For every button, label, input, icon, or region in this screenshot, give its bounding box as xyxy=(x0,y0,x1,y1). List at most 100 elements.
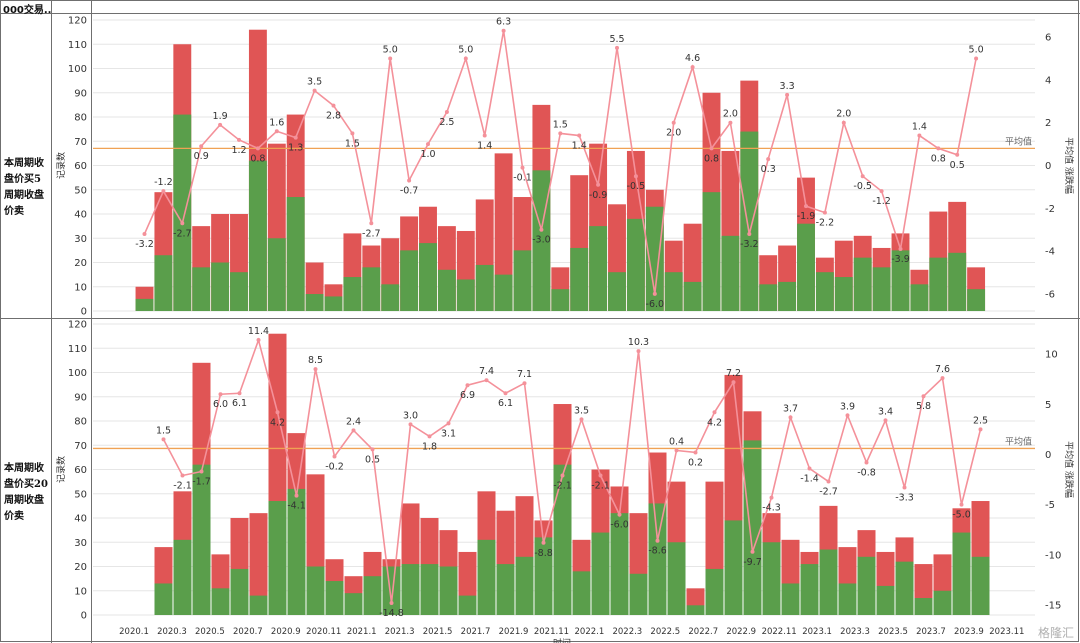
chart2-bar-green xyxy=(819,549,838,615)
header-divider xyxy=(0,13,1080,14)
x-tick-label: 2021.3 xyxy=(385,627,415,637)
chart2-change-data-label: 8.5 xyxy=(308,355,323,366)
chart1-change-data-label: 0.3 xyxy=(761,164,776,175)
chart2-change-data-label: -6.0 xyxy=(610,520,629,531)
chart1-change-point xyxy=(501,28,506,33)
row-label-2: 本周期收盘价买20周期收盘价卖 xyxy=(4,463,48,522)
x-tick-label: 2023.1 xyxy=(802,627,832,637)
chart2-bar-green xyxy=(325,581,344,615)
chart2-y-axis-title: 记录数 xyxy=(55,456,67,483)
chart2-bar-green xyxy=(914,598,933,615)
chart1-y-tick-label: 70 xyxy=(74,137,87,148)
chart2-change-data-label: 1.5 xyxy=(156,425,171,436)
chart2-change-data-label: -14.8 xyxy=(379,608,404,619)
chart1-change-data-label: 3.3 xyxy=(780,81,795,92)
x-tick-label: 2022.9 xyxy=(726,627,756,637)
chart2-change-data-label: 0.2 xyxy=(688,457,703,468)
x-tick-label: 2022.3 xyxy=(612,627,642,637)
x-tick-label: 2020.1 xyxy=(119,627,149,637)
chart1-change-point xyxy=(388,56,393,61)
chart1-change-data-label: -0.5 xyxy=(627,181,646,192)
x-tick-label: 2023.9 xyxy=(954,627,984,637)
chart1-bar-red xyxy=(494,153,513,311)
chart1-bar-green xyxy=(589,226,608,311)
chart2-change-point xyxy=(541,540,546,545)
chart1-change-point xyxy=(633,174,638,179)
chart2-bar-green xyxy=(249,595,268,615)
chart2-change-point xyxy=(750,549,755,554)
chart1-change-point xyxy=(482,133,487,138)
chart2-change-data-label: -8.8 xyxy=(534,548,553,559)
chart2-change-data-label: 7.4 xyxy=(479,366,494,377)
row-label-1: 本周期收盘价买5周期收盘价卖 xyxy=(4,158,44,217)
chart1-y-tick-label: 10 xyxy=(74,282,87,293)
chart1-change-data-label: -2.2 xyxy=(816,218,835,229)
chart2-change-point xyxy=(294,493,299,498)
chart1-change-point xyxy=(860,174,865,179)
header-title: 000交易.. xyxy=(3,5,52,16)
chart2-bar-green xyxy=(154,583,173,615)
chart2-y-tick-label: 10 xyxy=(74,586,87,597)
chart1-bar-green xyxy=(400,250,419,311)
chart1-change-data-label: -1.2 xyxy=(154,177,173,188)
chart1-average-label: 平均值 xyxy=(1005,135,1032,147)
chart2-y2-tick-label: 10 xyxy=(1045,350,1058,361)
chart1-bar-green xyxy=(248,160,267,311)
chart1-change-data-label: -1.2 xyxy=(872,196,891,207)
chart1-change-data-label: 0.9 xyxy=(194,151,209,162)
chart1-y-tick-label: 60 xyxy=(74,161,87,172)
chart2-change-point xyxy=(883,418,888,423)
x-tick-label: 2022.5 xyxy=(650,627,680,637)
x-tick-label: 2023.11 xyxy=(989,627,1024,637)
chart2-bar-green xyxy=(515,556,534,615)
chart1-change-point xyxy=(596,182,601,187)
chart2-change-data-label: -9.7 xyxy=(743,557,762,568)
chart2-change-data-label: -2.1 xyxy=(553,481,572,492)
chart1-change-data-label: 1.6 xyxy=(269,117,284,128)
chart2-bar-red xyxy=(249,513,268,615)
x-tick-label: 2023.3 xyxy=(840,627,870,637)
chart2-change-data-label: -2.1 xyxy=(173,481,192,492)
chart2-change-data-label: 7.2 xyxy=(726,368,741,379)
chart2-change-line xyxy=(162,337,982,604)
chart1-y-tick-label: 30 xyxy=(74,234,87,245)
chart1-bar-green xyxy=(211,262,230,311)
chart2-change-point xyxy=(446,421,451,426)
chart1-bar-green xyxy=(702,192,721,311)
chart2-bar-green xyxy=(420,564,439,615)
chart1-change-data-label: 2.0 xyxy=(836,109,851,120)
chart1-bar-green xyxy=(135,298,154,311)
chart2-y2-axis-title: 平均值 涨跌幅 xyxy=(1063,441,1075,498)
chart1-change-data-label: -3.2 xyxy=(740,239,759,250)
chart2-y2-tick-label: -10 xyxy=(1045,550,1061,561)
chart1-bar-green xyxy=(853,257,872,311)
chart1-change-data-label: 1.4 xyxy=(572,141,587,152)
chart1-change-data-label: 2.0 xyxy=(666,128,681,139)
chart1-change-point xyxy=(766,157,771,162)
chart2-change-data-label: 5.8 xyxy=(916,401,931,412)
row-divider xyxy=(0,318,1080,319)
chart1-change-point xyxy=(879,189,884,194)
chart2-change-point xyxy=(617,512,622,517)
chart2-bar-green xyxy=(629,573,648,615)
chart2-change-point xyxy=(845,413,850,418)
chart1-change-point xyxy=(917,133,922,138)
chart1-change-point xyxy=(369,221,374,226)
chart1-bar-green xyxy=(494,274,513,311)
chart1-change-point xyxy=(444,110,449,115)
chart2-bar-green xyxy=(686,605,705,615)
axis-column-divider xyxy=(91,0,92,643)
chart1-change-data-label: 1.5 xyxy=(345,138,360,149)
chart1-bar-green xyxy=(154,255,173,311)
chart1-bar-green xyxy=(759,284,778,311)
chart1-change-point xyxy=(615,45,619,50)
chart1-change-point xyxy=(898,246,903,251)
x-tick-label: 2022.7 xyxy=(688,627,718,637)
x-tick-label: 2021.9 xyxy=(499,627,529,637)
chart2-change-point xyxy=(161,437,166,442)
chart1-bar-green xyxy=(419,243,437,311)
chart2-change-data-label: 6.0 xyxy=(213,399,228,410)
chart1-change-point xyxy=(822,210,827,215)
chart2-change-point xyxy=(503,391,508,396)
